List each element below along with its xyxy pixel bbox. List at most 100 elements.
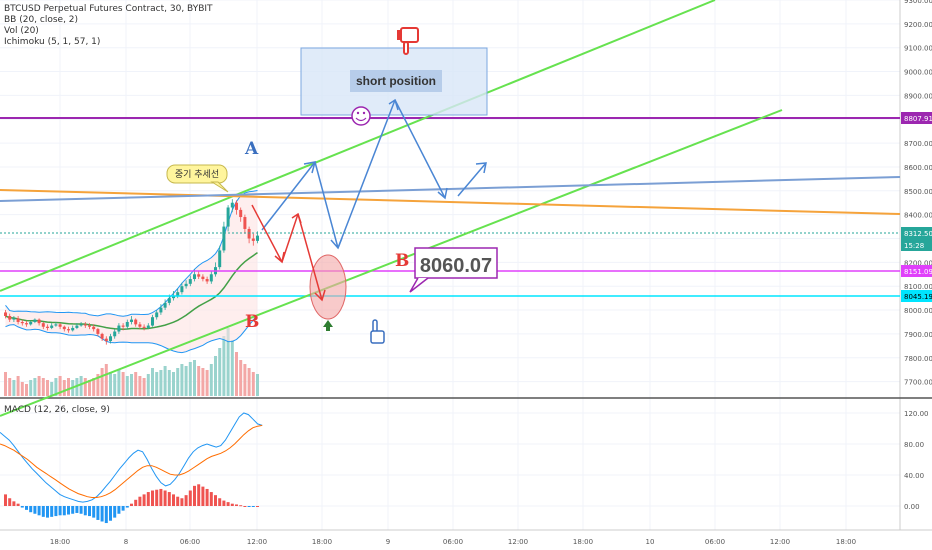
macd-hist-bar (8, 498, 12, 506)
macd-hist-bar (96, 506, 100, 520)
legend-vol[interactable]: Vol (20) (4, 26, 39, 36)
purple-level-tag-text: 8807.91 (904, 115, 932, 123)
legend-title: BTCUSD Perpetual Futures Contract, 30, B… (4, 4, 213, 14)
volume-bar (125, 376, 129, 396)
macd-hist-bar (12, 501, 16, 506)
volume-bar (226, 328, 230, 396)
candle-body (197, 274, 201, 277)
volume-bar (4, 372, 7, 396)
volume-bar (62, 380, 66, 396)
macd-hist-bar (138, 496, 142, 506)
label-b-left: B (245, 312, 259, 332)
candle-body (8, 316, 12, 320)
price-callout-box[interactable] (414, 247, 498, 279)
macd-hist-bar (46, 506, 49, 518)
time-tick-label: 18:00 (836, 538, 856, 546)
time-tick-label: 12:00 (508, 538, 528, 546)
current-price-tag-text: 8312.50 (904, 230, 932, 238)
volume-bar (201, 368, 205, 396)
macd-hist-bar (75, 506, 79, 513)
macd-hist-bar (218, 498, 222, 506)
price-tick-label: 8700.00 (904, 140, 932, 148)
smiley-mouth (355, 117, 367, 122)
price-tick-label: 9300.00 (904, 0, 932, 5)
candle-body (184, 283, 188, 287)
macd-hist-bar (155, 489, 159, 506)
macd-histogram (4, 484, 259, 524)
volume-bar (243, 364, 247, 396)
candle-body (201, 276, 205, 280)
candle-body (151, 317, 154, 326)
blue-projection-path[interactable] (261, 99, 487, 249)
price-tick-label: 7900.00 (904, 331, 932, 339)
macd-hist-bar (117, 506, 121, 514)
macd-hist-bar (134, 499, 138, 506)
upper-channel-line[interactable] (0, 0, 716, 292)
korean-note-tail (210, 181, 229, 193)
macd-hist-bar (50, 506, 54, 517)
volume-bar (121, 372, 125, 396)
macd-hist-bar (188, 490, 192, 506)
blue-trend-line[interactable] (0, 176, 901, 202)
candle-body (142, 326, 146, 328)
volume-bar (75, 378, 79, 396)
price-tick-label: 8900.00 (904, 92, 932, 100)
red-projection-path[interactable] (251, 204, 323, 301)
candle-body (20, 321, 24, 324)
legend-macd[interactable]: MACD (12, 26, close, 9) (4, 405, 110, 415)
price-tick-label: 8400.00 (904, 212, 932, 220)
macd-hist-bar (146, 492, 150, 506)
candle-body (138, 324, 142, 327)
macd-hist-bar (172, 494, 175, 506)
volume-bar (20, 382, 24, 396)
lower-channel-line[interactable] (0, 109, 783, 417)
candle-body (29, 321, 33, 325)
legend-ichimoku[interactable]: Ichimoku (5, 1, 57, 1) (4, 37, 101, 47)
candle-body (218, 250, 222, 268)
volume-bar (256, 374, 259, 396)
price-tags: 8807.91 8312.50 15:28 8151.09 8045.19 (901, 112, 932, 302)
candle-body (163, 302, 167, 308)
volume-bar (50, 382, 54, 396)
candle-body (188, 279, 192, 284)
macd-hist-bar (4, 494, 7, 506)
macd-line (0, 412, 263, 503)
volume-bar (113, 374, 117, 396)
macd-hist-bar (184, 495, 188, 506)
bb-upper (5, 190, 258, 317)
price-tick-label: 7800.00 (904, 355, 932, 363)
label-b-right: B (395, 251, 409, 271)
macd-hist-bar (58, 506, 62, 516)
short-position-label-bg (350, 70, 442, 92)
macd-hist-bar (92, 506, 96, 518)
volume-bar (184, 366, 188, 396)
macd-hist-bar (176, 496, 180, 506)
volume-bar (167, 370, 171, 396)
time-tick-label: 18:00 (50, 538, 70, 546)
macd-hist-bar (20, 506, 24, 508)
volume-bar (88, 380, 91, 396)
macd-hist-bar (67, 506, 70, 515)
bb-fill (5, 190, 258, 353)
volume-bars (4, 328, 259, 396)
highlight-ellipse[interactable] (309, 254, 347, 320)
macd-hist-bar (235, 504, 238, 506)
candle-body (205, 279, 209, 282)
korean-note-balloon[interactable] (166, 164, 228, 184)
candle-body (54, 324, 58, 326)
candle-body (50, 325, 54, 328)
candle-body (146, 325, 150, 328)
macd-hist-bar (230, 503, 234, 506)
legend-bb[interactable]: BB (20, close, 2) (4, 15, 79, 25)
price-tick-label: 8500.00 (904, 188, 932, 196)
countdown-tag-text: 15:28 (904, 242, 924, 250)
smiley-eye-right (362, 111, 366, 115)
volume-bar (117, 370, 121, 396)
smiley-icon (351, 106, 371, 126)
macd-axis-labels: 120.00 80.00 40.00 0.00 (904, 410, 929, 511)
countdown-tag (901, 239, 932, 251)
orange-trend-line[interactable] (0, 189, 901, 215)
volume-bar (54, 378, 58, 396)
candle-body (125, 321, 129, 327)
